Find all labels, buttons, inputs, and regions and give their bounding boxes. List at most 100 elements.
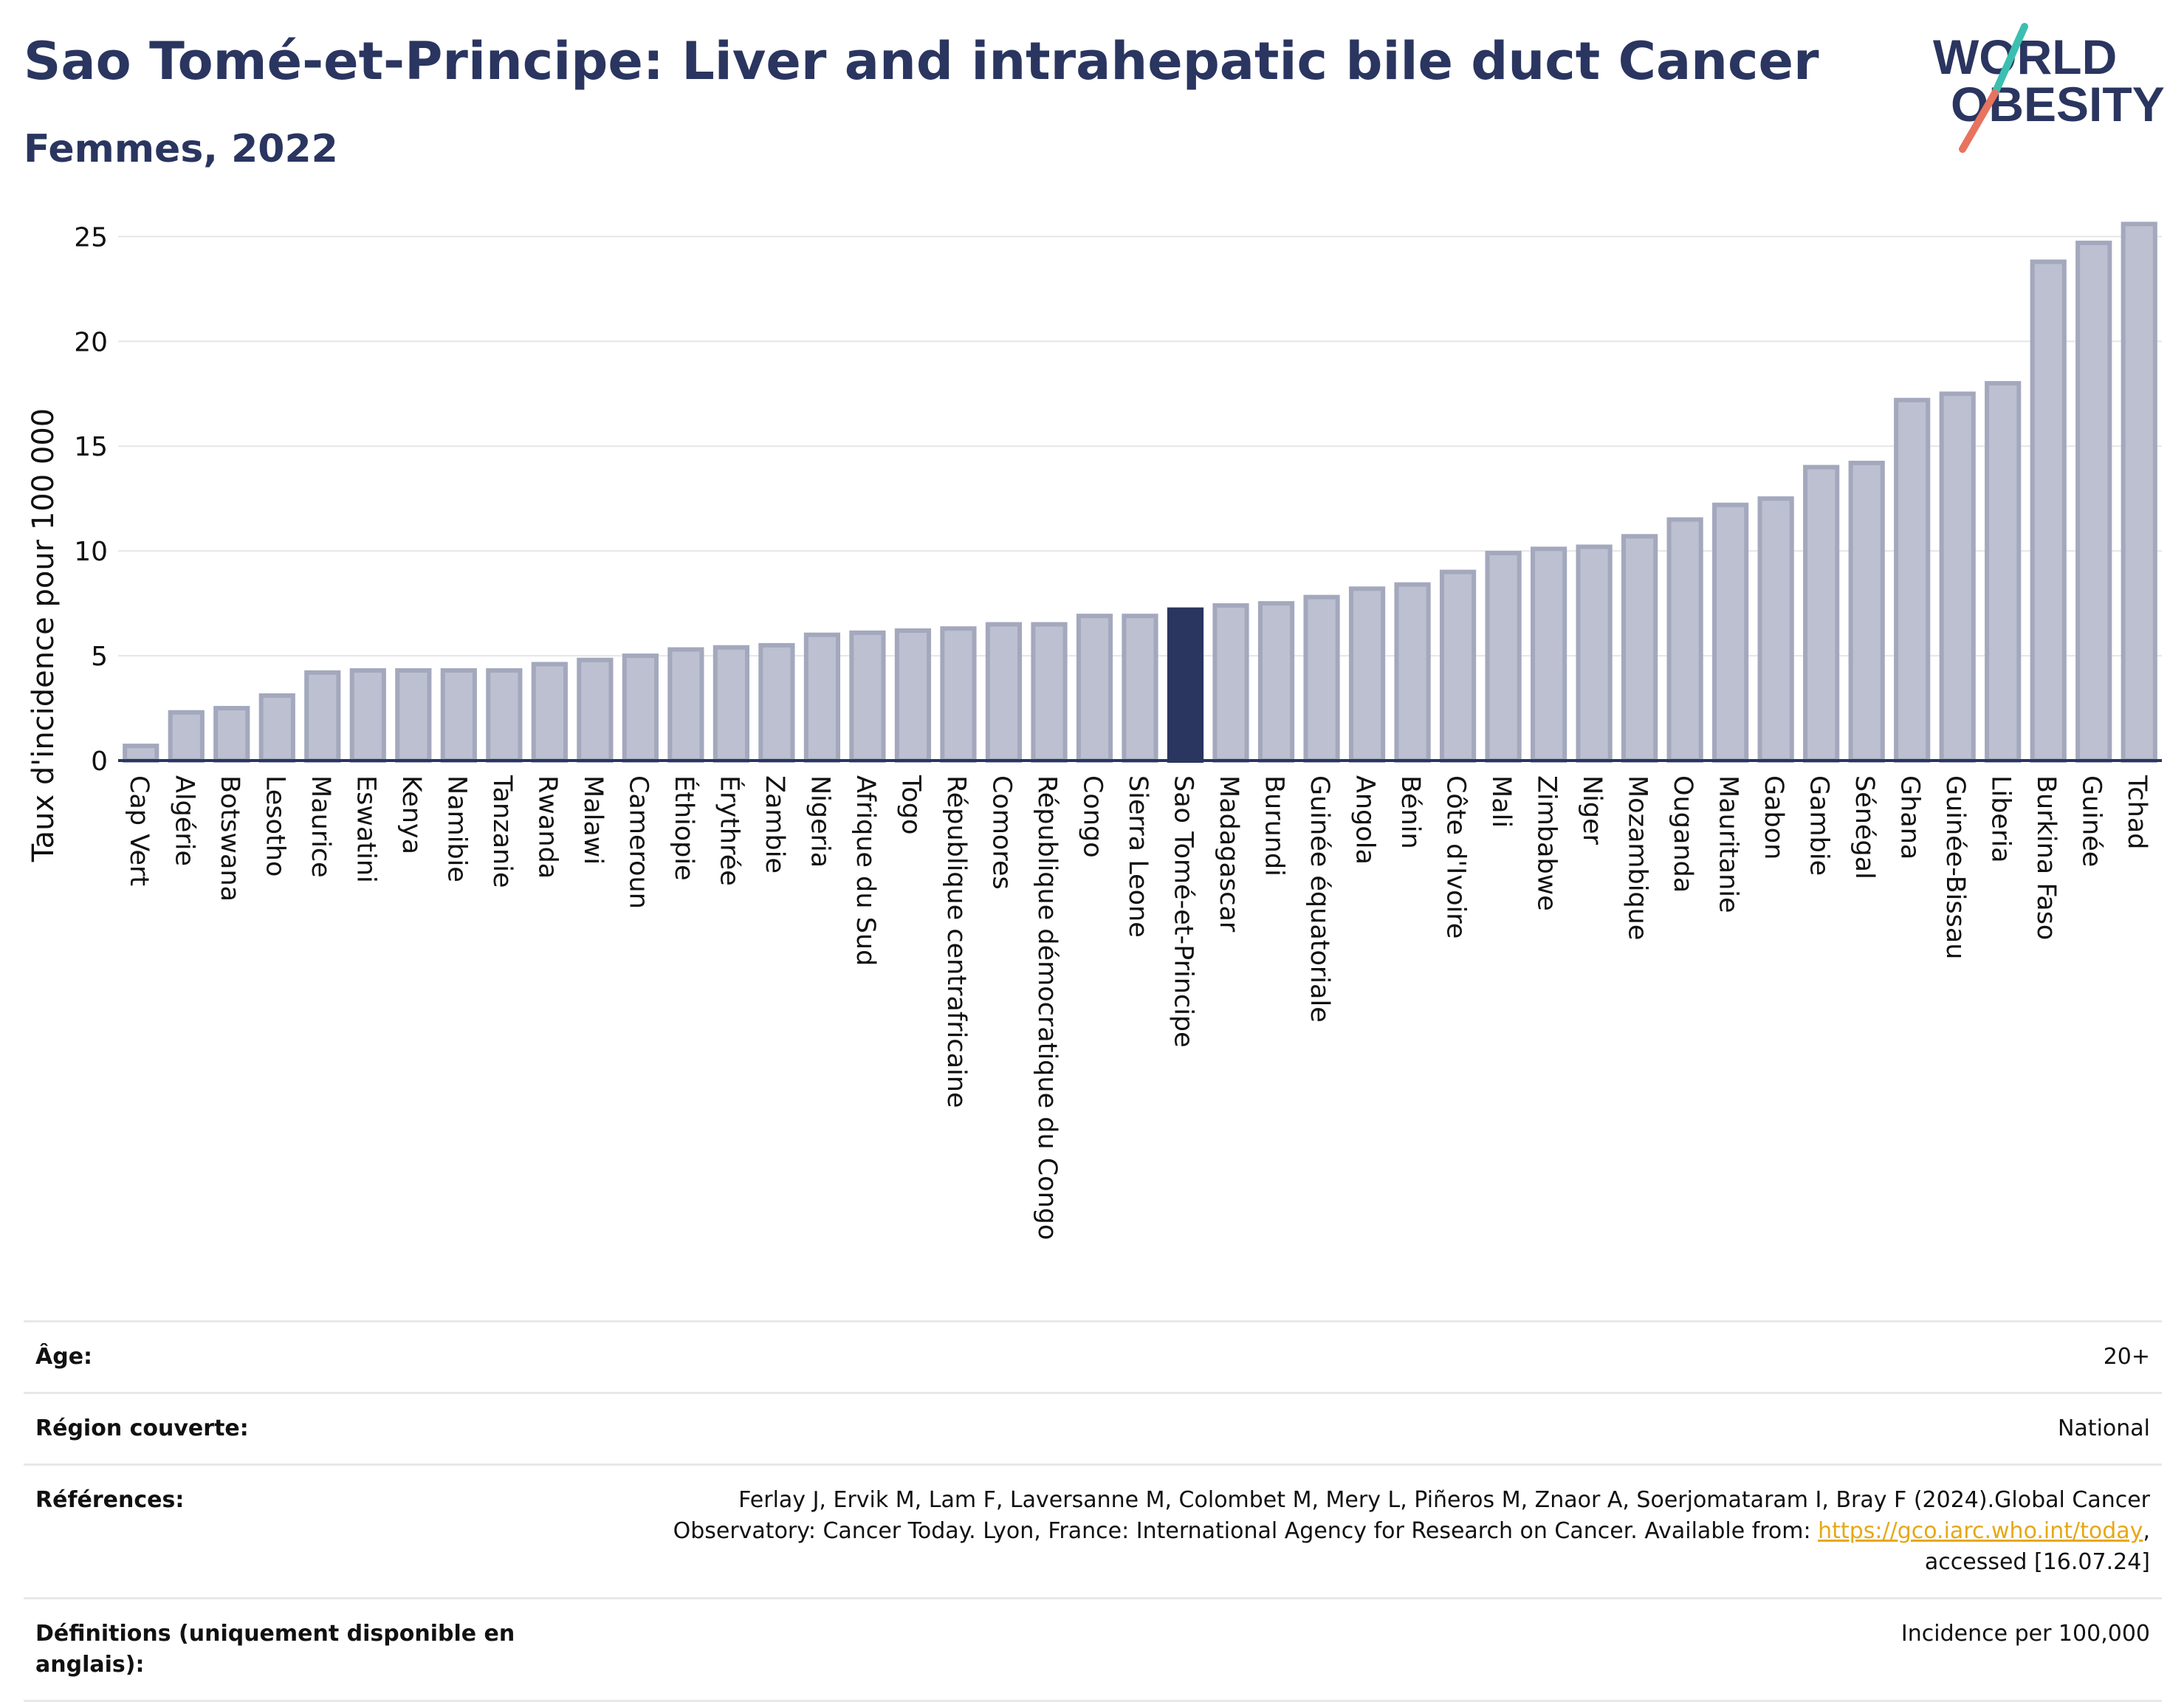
meta-defs-label: Définitions (uniquement disponible en an… bbox=[24, 1597, 549, 1702]
bar bbox=[1894, 397, 1931, 763]
x-tick-label: Sierra Leone bbox=[1123, 775, 1153, 938]
x-tick-label: Kenya bbox=[396, 775, 426, 854]
bar bbox=[1485, 550, 1522, 763]
x-tick-label: Guinée-Bissau bbox=[1940, 775, 1970, 960]
bar bbox=[168, 710, 205, 764]
x-tick-label: Comores bbox=[986, 775, 1016, 890]
bar bbox=[486, 668, 523, 764]
logo-text-world: WORLD bbox=[1933, 30, 2117, 84]
chart-subtitle: Femmes, 2022 bbox=[24, 127, 338, 171]
x-tick-label: Tanzanie bbox=[487, 775, 517, 888]
x-tick-label: Sénégal bbox=[1850, 775, 1879, 879]
bar bbox=[1303, 594, 1340, 763]
x-tick-label: Ghana bbox=[1895, 775, 1925, 859]
meta-refs-text-1: Ferlay J, Ervik M, Lam F, Laversanne M, … bbox=[738, 1487, 2150, 1513]
meta-region-label: Région couverte: bbox=[24, 1392, 549, 1465]
x-tick-label: Érythrée bbox=[714, 775, 745, 886]
bar bbox=[1712, 502, 1749, 763]
bar bbox=[1122, 614, 1158, 764]
x-tick-label: Mauritanie bbox=[1714, 775, 1743, 913]
bar bbox=[940, 626, 977, 764]
y-tick-label: 25 bbox=[74, 222, 108, 253]
bar bbox=[2075, 240, 2112, 763]
bar bbox=[1576, 544, 1613, 763]
meta-defs-value: Incidence per 100,000 bbox=[549, 1597, 2162, 1702]
bar bbox=[123, 744, 159, 764]
bar bbox=[894, 628, 932, 763]
bar bbox=[395, 668, 432, 764]
x-tick-label: Sao Tomé-et-Principe bbox=[1169, 775, 1198, 1048]
bar-chart: 0 5 10 15 20 25 Cap Vert Algérie Botswana Lesoth… bbox=[27, 222, 2162, 1240]
bar bbox=[577, 657, 614, 763]
x-tick-label: République centrafricaine bbox=[941, 775, 971, 1108]
meta-row-references: Références: Ferlay J, Ervik M, Lam F, La… bbox=[24, 1463, 2162, 1599]
bar bbox=[2121, 222, 2157, 764]
x-tick-label: Congo bbox=[1077, 775, 1107, 858]
meta-refs-value: Ferlay J, Ervik M, Lam F, Laversanne M, … bbox=[549, 1463, 2162, 1599]
bar bbox=[1757, 496, 1794, 763]
world-obesity-logo: WORLD OBESITY bbox=[1933, 23, 2165, 153]
bar bbox=[349, 668, 386, 764]
bar bbox=[531, 662, 568, 764]
meta-refs-text-4: accessed [16.07.24] bbox=[1924, 1549, 2150, 1575]
bar bbox=[1939, 391, 1976, 763]
bar bbox=[1212, 603, 1249, 764]
x-tick-label: Gabon bbox=[1759, 775, 1788, 859]
x-tick-label: Liberia bbox=[1986, 775, 2016, 863]
bar bbox=[1076, 614, 1113, 764]
metadata-table: Âge: 20+ Région couverte: National Référ… bbox=[24, 1320, 2162, 1702]
chart-title: Sao Tomé-et-Principe: Liver and intrahep… bbox=[24, 31, 1819, 92]
meta-row-region: Région couverte: National bbox=[24, 1392, 2162, 1465]
x-tick-label: Malawi bbox=[578, 775, 608, 865]
x-tick-label: Guinée bbox=[2077, 775, 2106, 867]
x-tick-label: Namibie bbox=[442, 775, 471, 882]
bar bbox=[1985, 381, 2022, 763]
meta-age-value: 20+ bbox=[549, 1320, 2162, 1393]
x-tick-label: Ouganda bbox=[1668, 775, 1697, 893]
bar bbox=[985, 622, 1023, 763]
meta-region-value: National bbox=[549, 1392, 2162, 1465]
x-tick-label: Bénin bbox=[1395, 775, 1425, 849]
logo-slash-top bbox=[1991, 23, 2028, 97]
bar-highlighted bbox=[1167, 607, 1204, 764]
y-tick-label: 20 bbox=[74, 327, 108, 357]
y-tick-label: 10 bbox=[74, 537, 108, 567]
bar bbox=[440, 668, 477, 764]
x-tick-label: Afrique du Sud bbox=[851, 775, 880, 966]
bar bbox=[2030, 259, 2067, 763]
meta-row-age: Âge: 20+ bbox=[24, 1320, 2162, 1393]
meta-refs-text-2: Observatory: Cancer Today. Lyon, France:… bbox=[673, 1518, 1819, 1544]
bar bbox=[258, 693, 295, 763]
x-tick-labels: Cap Vert Algérie Botswana Lesotho Maurice Esw… bbox=[124, 775, 2152, 1240]
x-tick-label: Éthiopie bbox=[669, 775, 700, 881]
y-tick-labels: 0 5 10 15 20 25 bbox=[74, 222, 108, 777]
x-tick-label: Tchad bbox=[2122, 775, 2152, 850]
meta-refs-link[interactable]: https://gco.iarc.who.int/today bbox=[1818, 1518, 2143, 1544]
bar bbox=[1666, 517, 1703, 763]
x-tick-label: Lesotho bbox=[260, 775, 289, 876]
x-tick-label: République démocratique du Congo bbox=[1032, 775, 1062, 1240]
bar bbox=[622, 653, 659, 763]
logo-text-obesity: OBESITY bbox=[1951, 77, 2165, 131]
x-tick-label: Cameroun bbox=[623, 775, 653, 909]
x-tick-label: Madagascar bbox=[1214, 775, 1243, 933]
y-tick-label: 0 bbox=[91, 747, 108, 777]
x-tick-label: Mozambique bbox=[1623, 775, 1652, 940]
x-tick-label: Algérie bbox=[169, 775, 199, 866]
x-tick-label: Maurice bbox=[306, 775, 335, 878]
x-tick-label: Côte d'Ivoire bbox=[1441, 775, 1471, 938]
x-tick-label: Zimbabwe bbox=[1532, 775, 1562, 911]
meta-age-label: Âge: bbox=[24, 1320, 549, 1393]
bar bbox=[758, 642, 795, 764]
x-tick-label: Nigeria bbox=[805, 775, 834, 868]
x-tick-label: Zambie bbox=[760, 775, 789, 874]
logo-slash-bottom bbox=[1959, 89, 1999, 153]
bar bbox=[1848, 460, 1885, 763]
y-axis-label: Taux d'incidence pour 100 000 bbox=[27, 408, 61, 862]
y-tick-label: 15 bbox=[74, 432, 108, 462]
x-tick-label: Eswatini bbox=[351, 775, 380, 883]
bar bbox=[304, 670, 341, 763]
bar bbox=[712, 645, 750, 763]
x-tick-label: Togo bbox=[896, 775, 925, 834]
meta-refs-text-3: , bbox=[2143, 1518, 2150, 1544]
